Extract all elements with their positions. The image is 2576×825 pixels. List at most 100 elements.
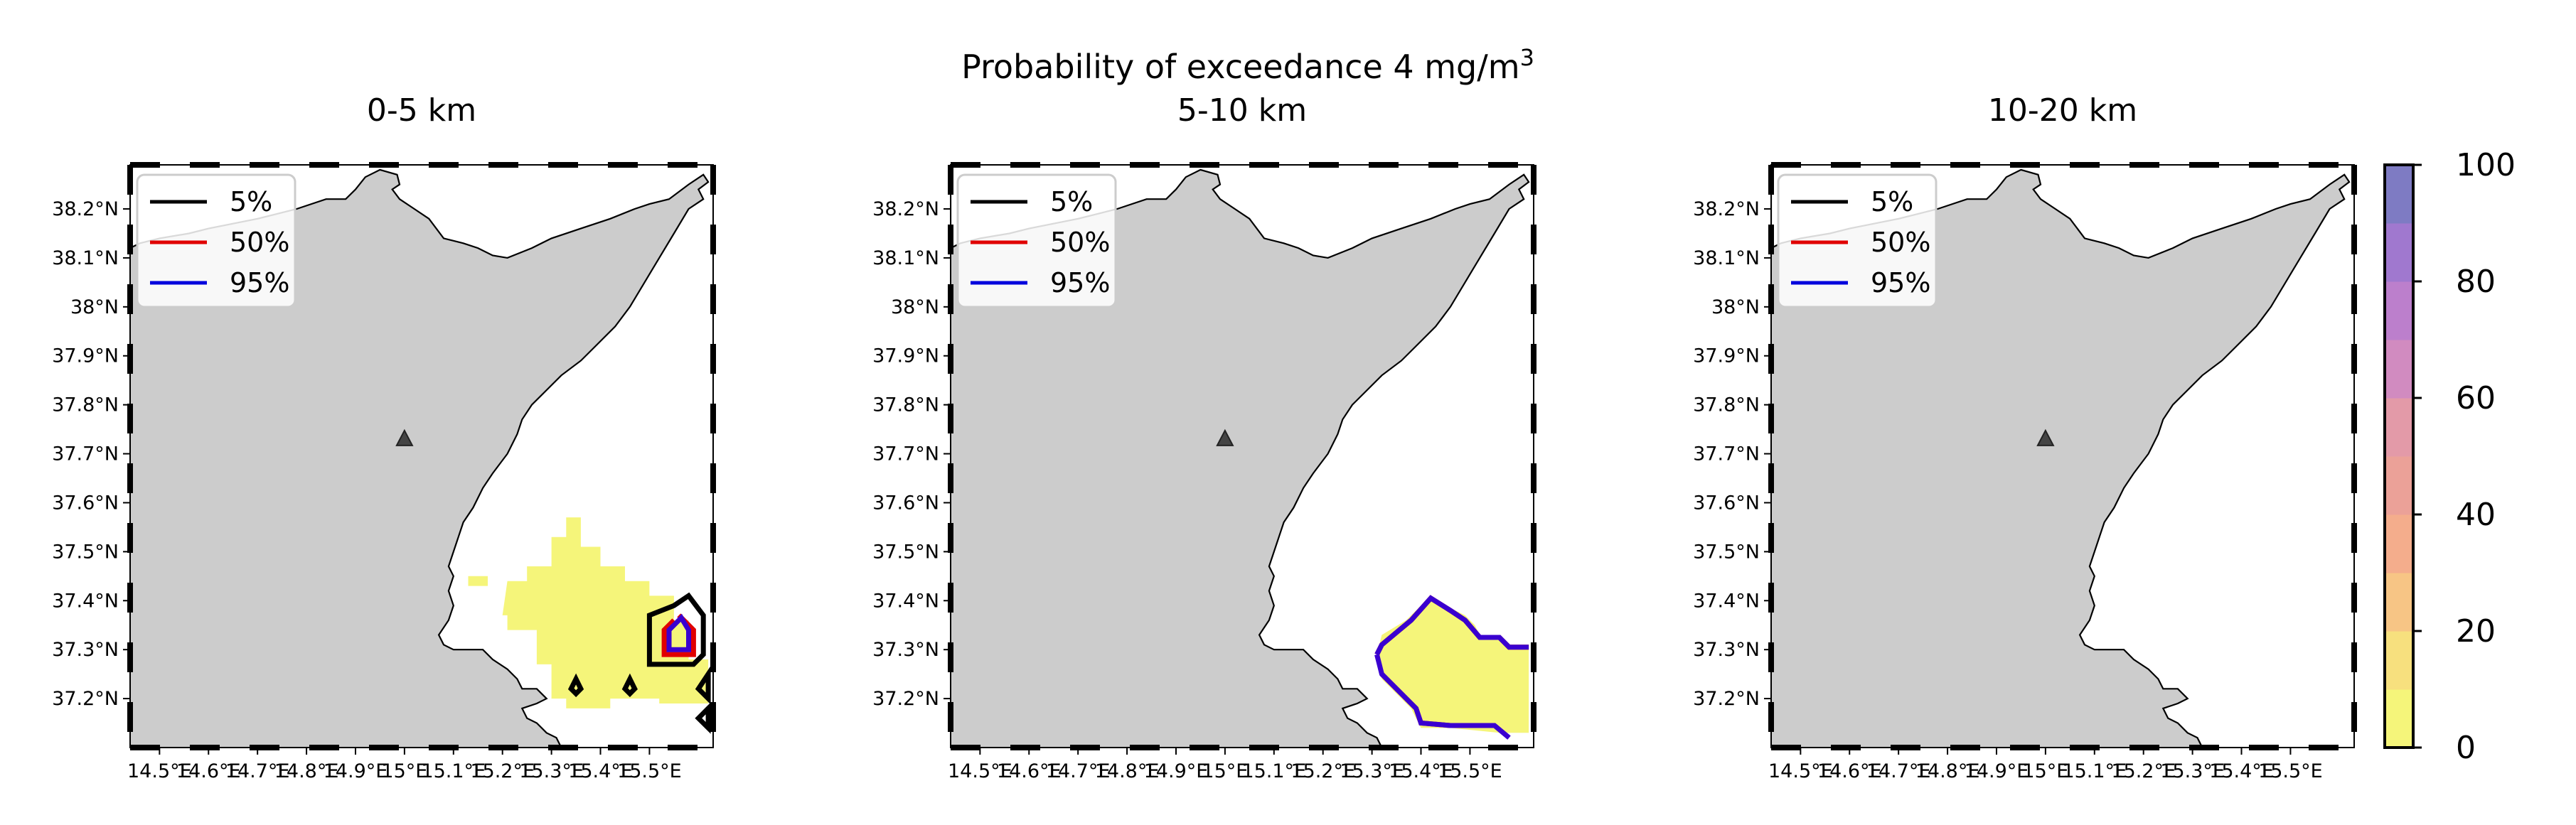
plot-area xyxy=(1771,165,2354,748)
contour-95-percent xyxy=(666,613,691,652)
figure-title-text: Probability of exceedance 4 mg/m xyxy=(961,48,1520,86)
x-tick-label: 14.8°E xyxy=(1095,760,1160,782)
x-tick-label: 14.6°E xyxy=(176,760,241,782)
x-tick-label: 15.5°E xyxy=(2258,760,2323,782)
colorbar-border xyxy=(2383,163,2415,749)
map-frame xyxy=(127,162,716,750)
y-tick-label: 37.4°N xyxy=(1693,590,1760,612)
plot-area xyxy=(130,165,713,748)
legend-label: 50% xyxy=(1050,227,1110,258)
x-tick-label: 15°E xyxy=(2022,760,2068,782)
colorbar-segment xyxy=(2385,456,2413,515)
x-tick-label: 15.4°E xyxy=(568,760,633,782)
colorbar-segment xyxy=(2385,398,2413,457)
x-tick-label: 15.4°E xyxy=(1389,760,1453,782)
coastline xyxy=(1771,165,2351,748)
legend-box xyxy=(956,173,1117,308)
y-tick-label: 37.5°N xyxy=(872,541,939,563)
x-tick-label: 15.5°E xyxy=(1438,760,1502,782)
y-tick-label: 38°N xyxy=(891,296,939,318)
colorbar-segment xyxy=(2385,573,2413,632)
y-tick-label: 37.5°N xyxy=(1693,541,1760,563)
legend-label: 5% xyxy=(230,186,272,217)
colorbar-segment xyxy=(2385,340,2413,399)
x-tick-label: 14.9°E xyxy=(1144,760,1209,782)
frame-border xyxy=(950,164,1534,748)
y-tick-label: 37.9°N xyxy=(52,345,119,367)
x-tick-label: 14.5°E xyxy=(948,760,1012,782)
x-tick-label: 14.7°E xyxy=(1866,760,1931,782)
x-tick-label: 15.5°E xyxy=(617,760,682,782)
y-tick-label: 37.6°N xyxy=(872,492,939,514)
y-tick-label: 37.9°N xyxy=(872,345,939,367)
legend: 5% 50% 95% xyxy=(956,173,1117,308)
map-frame xyxy=(948,162,1536,750)
x-tick-label: 15.4°E xyxy=(2209,760,2274,782)
land-area xyxy=(1771,165,2350,748)
legend-label: 95% xyxy=(1871,267,1930,298)
y-tick-label: 37.7°N xyxy=(1693,443,1760,465)
colorbar-segment xyxy=(2385,514,2413,573)
x-tick-label: 14.5°E xyxy=(127,760,192,782)
legend-label: 50% xyxy=(1871,227,1930,258)
panels-group: 0-5 km14.5°E14.6°E14.7°E14.8°E14.9°E15°E… xyxy=(52,92,2357,782)
coastline xyxy=(951,165,1530,748)
land-area xyxy=(130,165,709,748)
vent-marker xyxy=(395,428,414,446)
figure-title-superscript: 3 xyxy=(1520,44,1534,71)
y-tick-label: 37.3°N xyxy=(872,639,939,661)
panel-title: 5-10 km xyxy=(1177,92,1307,129)
map-panel-1: 0-5 km 14.5°E14.6°E14.7°E14.8°E14.9°E15°E… xyxy=(52,92,716,782)
x-tick-label: 15.2°E xyxy=(2111,760,2176,782)
probability-fill xyxy=(502,517,709,708)
legend-label: 5% xyxy=(1871,186,1913,217)
colorbar-tick-label: 0 xyxy=(2456,730,2476,766)
x-tick-label: 15°E xyxy=(381,760,427,782)
y-tick-label: 38°N xyxy=(70,296,119,318)
vent-marker xyxy=(1216,428,1234,446)
x-tick-label: 15.3°E xyxy=(1340,760,1404,782)
map-frame xyxy=(1768,162,2357,750)
coastline xyxy=(130,165,710,748)
map-panel-2: 5-10 km 14.5°E14.6°E14.7°E14.8°E14.9°E15°… xyxy=(872,92,1536,782)
y-tick-label: 37.4°N xyxy=(52,590,119,612)
y-tick-label: 38.2°N xyxy=(52,198,119,220)
x-tick-label: 14.6°E xyxy=(997,760,1062,782)
y-tick-label: 37.9°N xyxy=(1693,345,1760,367)
contour-5-percent xyxy=(695,702,711,734)
x-tick-label: 15°E xyxy=(1202,760,1248,782)
legend-label: 50% xyxy=(230,227,289,258)
x-tick-label: 14.8°E xyxy=(1915,760,1980,782)
y-tick-label: 38.1°N xyxy=(52,247,119,269)
x-tick-label: 15.1°E xyxy=(1241,760,1306,782)
x-tick-label: 14.7°E xyxy=(1046,760,1111,782)
x-tick-label: 14.9°E xyxy=(1965,760,2029,782)
x-tick-label: 15.2°E xyxy=(1290,760,1355,782)
y-tick-label: 37.3°N xyxy=(52,639,119,661)
x-tick-label: 14.8°E xyxy=(274,760,339,782)
colorbar-tick-label: 20 xyxy=(2456,613,2496,649)
y-tick-label: 37.8°N xyxy=(52,394,119,416)
y-tick-label: 37.3°N xyxy=(1693,639,1760,661)
y-tick-label: 37.4°N xyxy=(872,590,939,612)
colorbar-tick-label: 80 xyxy=(2456,264,2496,300)
panel-title: 10-20 km xyxy=(1988,92,2137,129)
panel-title: 0-5 km xyxy=(367,92,476,129)
legend: 5% 50% 95% xyxy=(1777,173,1938,308)
colorbar-tick-label: 100 xyxy=(2456,147,2516,183)
contour-5-percent xyxy=(695,666,711,705)
contour-5-percent xyxy=(567,673,584,698)
probability-fill-patch xyxy=(468,576,488,586)
frame-border xyxy=(129,164,714,748)
figure-title: Probability of exceedance 4 mg/m3 xyxy=(961,44,1534,86)
colorbar-tick-label: 60 xyxy=(2456,380,2496,416)
x-tick-label: 15.1°E xyxy=(421,760,486,782)
legend-box xyxy=(1777,173,1938,308)
colorbar-segment xyxy=(2385,165,2413,224)
contour-50-percent xyxy=(661,613,696,657)
land-area xyxy=(951,165,1529,748)
colorbar-segment xyxy=(2385,223,2413,282)
y-tick-label: 38.1°N xyxy=(1693,247,1760,269)
legend-label: 95% xyxy=(230,267,289,298)
y-tick-label: 38.2°N xyxy=(1693,198,1760,220)
